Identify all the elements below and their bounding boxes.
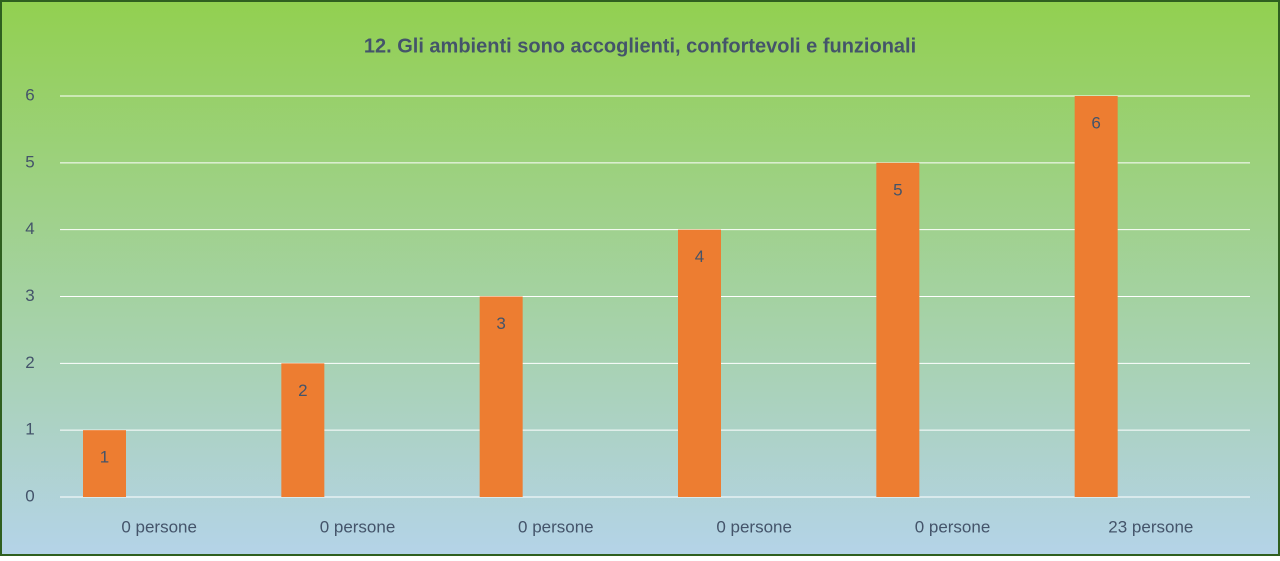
x-tick-label: 0 persone — [716, 517, 792, 536]
y-tick-label: 5 — [25, 152, 34, 171]
x-tick-label: 0 persone — [518, 517, 594, 536]
x-tick-label: 23 persone — [1108, 517, 1193, 536]
bar — [281, 363, 325, 497]
data-label: 3 — [496, 314, 505, 333]
x-tick-label: 0 persone — [915, 517, 991, 536]
y-tick-label: 1 — [25, 420, 34, 439]
chart-title: 12. Gli ambienti sono accoglienti, confo… — [364, 35, 916, 57]
y-tick-label: 6 — [25, 85, 34, 104]
bar — [678, 229, 721, 497]
y-tick-label: 4 — [25, 219, 34, 238]
y-tick-label: 2 — [25, 353, 34, 372]
data-label: 6 — [1091, 113, 1100, 132]
x-tick-label: 0 persone — [121, 517, 197, 536]
data-label: 5 — [893, 180, 902, 199]
y-tick-label: 0 — [25, 486, 34, 505]
bar — [1074, 96, 1118, 497]
data-label: 2 — [298, 381, 307, 400]
y-tick-label: 3 — [25, 286, 34, 305]
bar — [479, 296, 523, 497]
data-label: 1 — [100, 448, 109, 467]
bar — [83, 430, 126, 497]
bar — [876, 162, 920, 498]
x-tick-label: 0 persone — [320, 517, 396, 536]
data-label: 4 — [695, 247, 704, 266]
